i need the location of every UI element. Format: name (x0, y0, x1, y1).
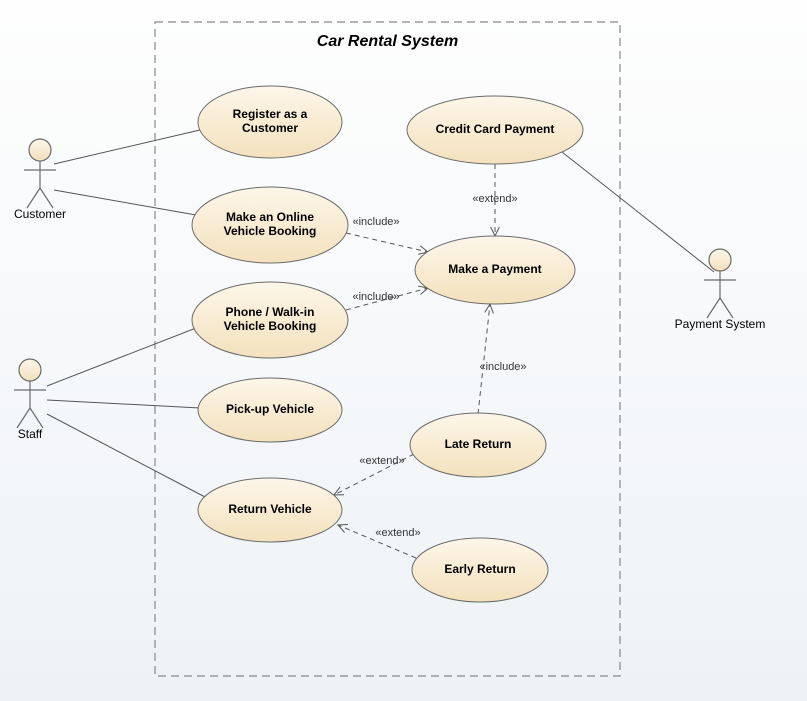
dependency-line (478, 304, 490, 414)
svg-text:Late Return: Late Return (445, 437, 512, 451)
association-line (47, 328, 196, 386)
usecase-late: Late Return (410, 413, 546, 477)
association-line (562, 152, 714, 272)
usecase-ccpay: Credit Card Payment (407, 96, 583, 164)
usecase-payment: Make a Payment (415, 236, 575, 304)
svg-text:Make a Payment: Make a Payment (448, 262, 541, 276)
association-line (54, 190, 196, 215)
svg-text:Return Vehicle: Return Vehicle (228, 502, 312, 516)
svg-text:Vehicle Booking: Vehicle Booking (224, 319, 317, 333)
usecase-online: Make an OnlineVehicle Booking (192, 187, 348, 263)
dependency-line (346, 233, 428, 252)
stereotype-label: «extend» (359, 455, 404, 467)
usecase-early: Early Return (412, 538, 548, 602)
svg-text:Vehicle Booking: Vehicle Booking (224, 224, 317, 238)
association-line (47, 400, 200, 408)
use-case-diagram: Car Rental System «include» «include» «exte… (0, 0, 807, 701)
stereotype-label: «include» (352, 216, 399, 228)
stereotype-label: «extend» (472, 193, 517, 205)
svg-text:Phone / Walk-in: Phone / Walk-in (226, 305, 315, 319)
actor-staff: Staff (14, 359, 46, 441)
usecase-pickup: Pick-up Vehicle (198, 378, 342, 442)
usecase-register: Register as aCustomer (198, 86, 342, 158)
association-line (54, 130, 200, 164)
svg-text:Make an Online: Make an Online (226, 210, 314, 224)
usecase-walkin: Phone / Walk-inVehicle Booking (192, 282, 348, 358)
association-line (47, 414, 205, 497)
stereotype-label: «extend» (375, 527, 420, 539)
svg-text:Register as a: Register as a (233, 107, 308, 121)
actor-label: Staff (18, 427, 43, 441)
actor-payment: Payment System (675, 249, 766, 331)
stereotype-label: «include» (479, 361, 526, 373)
usecase-return: Return Vehicle (198, 478, 342, 542)
actor-label: Payment System (675, 317, 766, 331)
dependency-arrowhead (334, 487, 344, 495)
actor-customer: Customer (14, 139, 66, 221)
svg-text:Early Return: Early Return (444, 562, 515, 576)
stereotype-label: «include» (352, 291, 399, 303)
system-title: Car Rental System (317, 33, 458, 50)
svg-text:Pick-up Vehicle: Pick-up Vehicle (226, 402, 314, 416)
svg-text:Credit Card Payment: Credit Card Payment (436, 122, 555, 136)
actor-label: Customer (14, 207, 66, 221)
svg-text:Customer: Customer (242, 121, 298, 135)
